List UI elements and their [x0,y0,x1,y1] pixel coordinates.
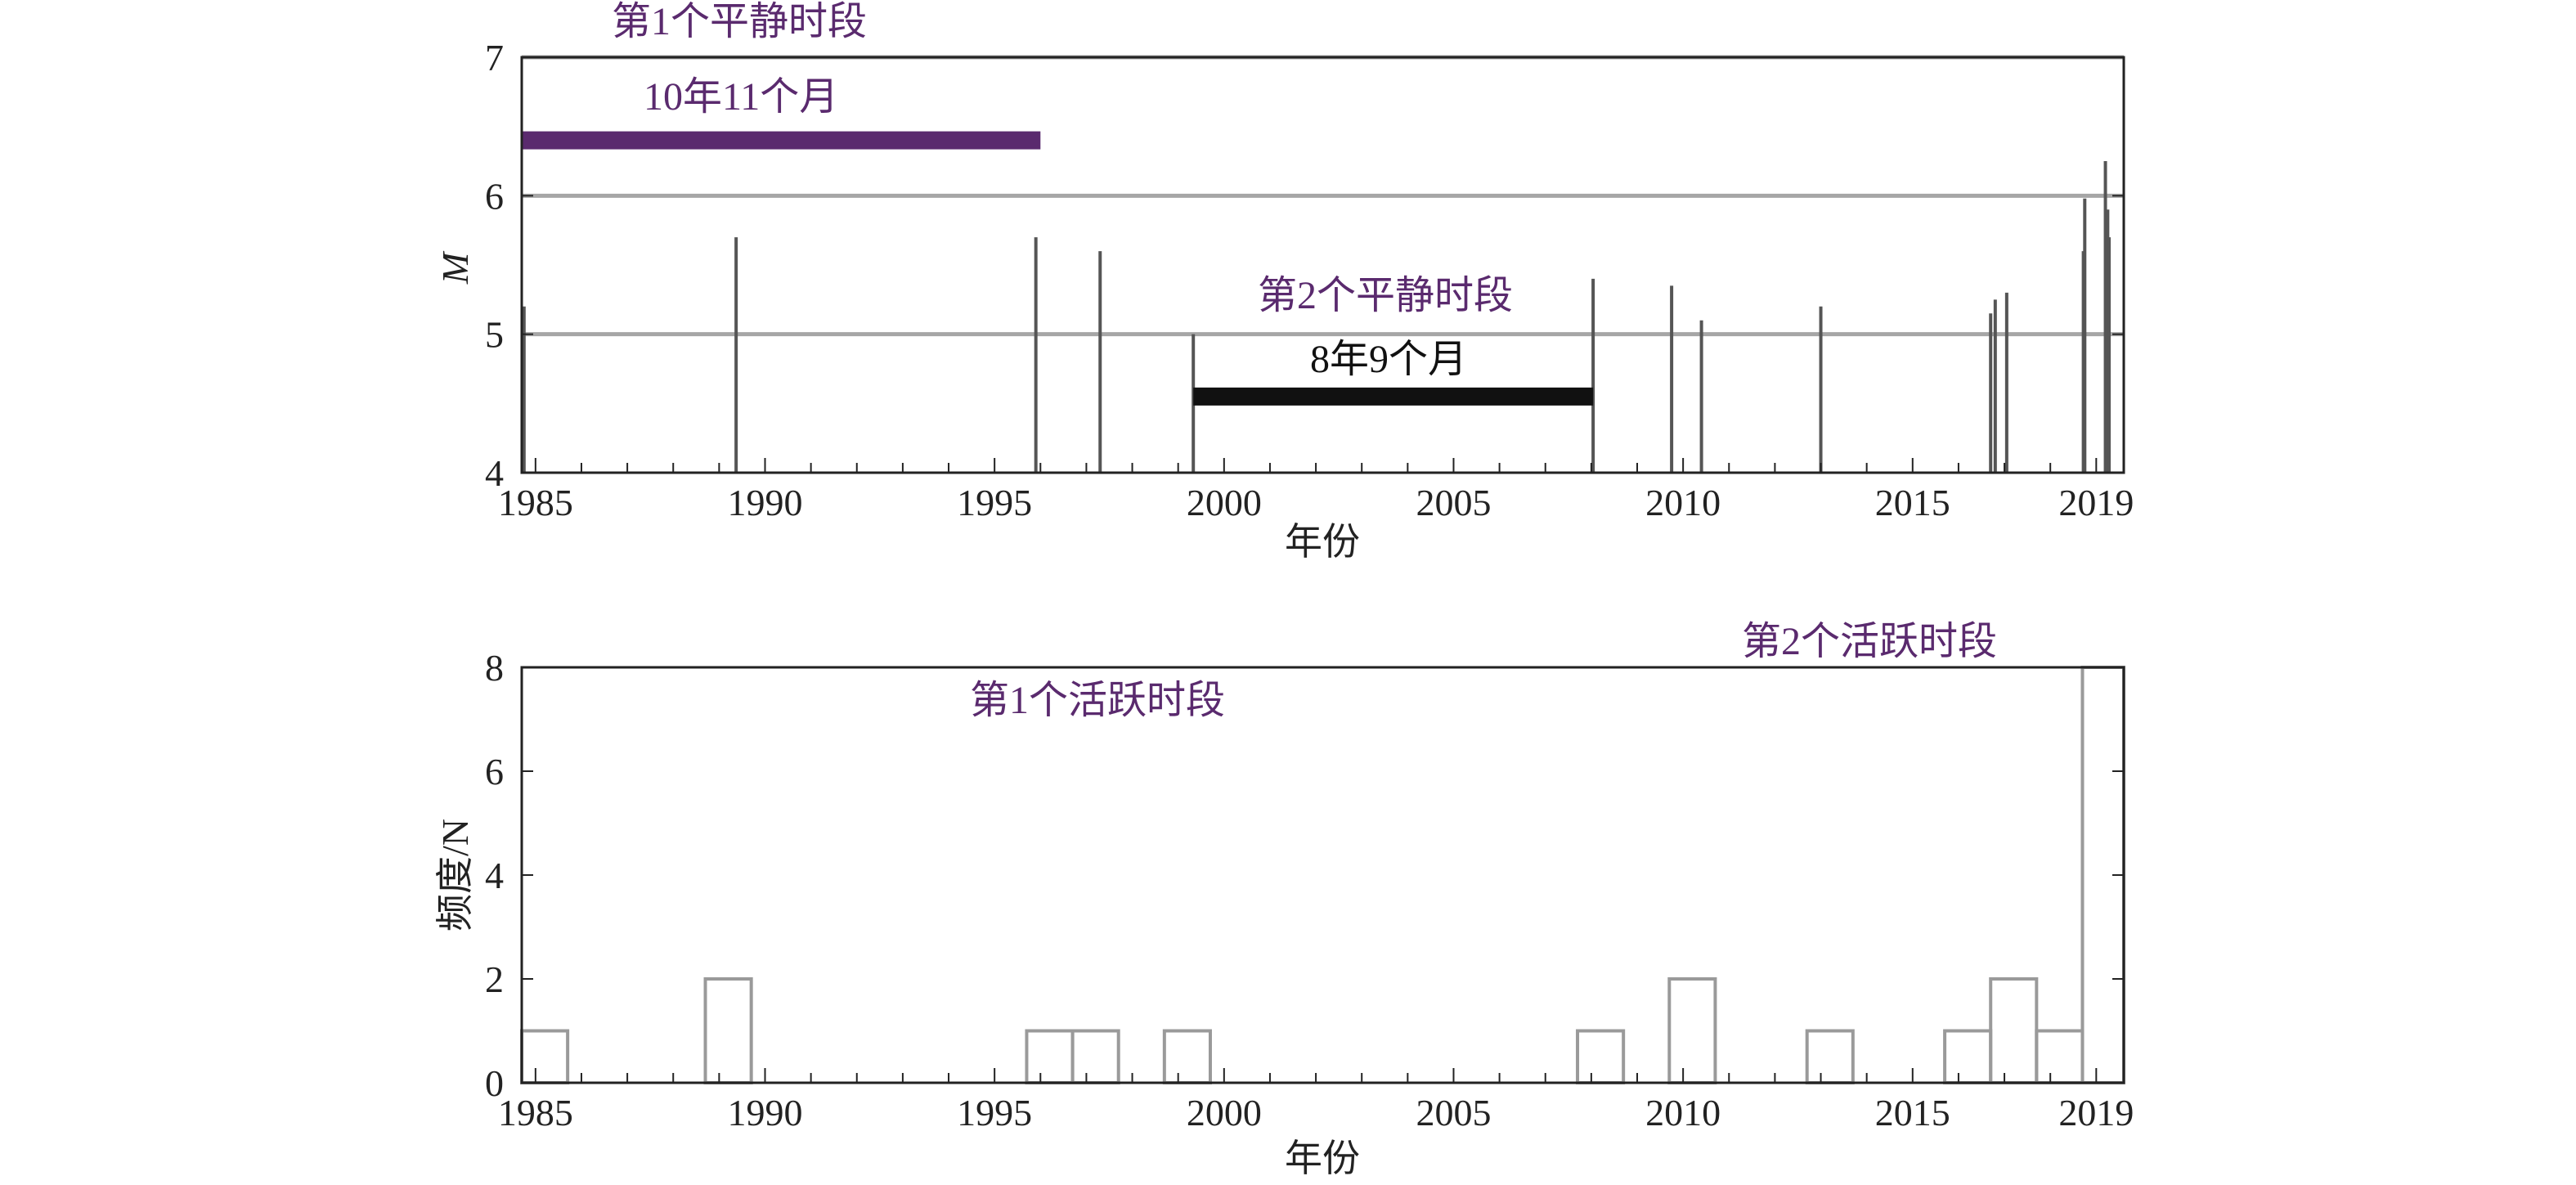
x-tick-label: 2010 [1645,482,1721,523]
x-tick-label: 2005 [1416,482,1491,523]
x-tick-label: 2000 [1187,482,1262,523]
earthquake-stems [522,161,2112,473]
histogram-bar [1576,1029,1626,1084]
histogram-bar [703,977,753,1084]
quiet-period-bar-2 [1193,387,1594,406]
annotation-active-period-2: 第2个活跃时段 [1742,620,1997,663]
histogram-bar [1162,1029,1212,1084]
quiet-period-bars [522,131,1594,406]
y-axis-ticks: 4 5 6 7 [485,37,2124,494]
y-tick-label: 7 [485,37,504,79]
x-tick-label: 1985 [498,482,573,523]
x-axis-title: 年份 [1285,521,1360,563]
x-tick-label: 1995 [957,482,1032,523]
y-tick-label: 4 [485,855,504,896]
y-axis-title: 频度/N [434,819,476,931]
histogram-bar [1805,1029,1855,1084]
histogram-bar [1667,977,1717,1084]
x-tick-label: 2019 [2058,1092,2134,1133]
histogram-bar [520,1029,570,1084]
frequency-histogram: 1985 1990 1995 2000 2005 2010 2015 2019 0 2 4 6 8 年… [434,620,2134,1179]
y-tick-label: 0 [485,1062,504,1104]
x-tick-label: 1990 [727,1092,802,1133]
y-axis-ticks: 0 2 4 6 8 [485,647,2124,1104]
y-axis-title: M [434,250,476,285]
y-tick-label: 6 [485,175,504,217]
x-tick-label: 2010 [1645,1092,1721,1133]
x-axis-title: 年份 [1285,1138,1360,1179]
y-tick-label: 4 [485,452,504,494]
y-tick-label: 2 [485,958,504,1000]
y-tick-label: 8 [485,647,504,689]
histogram-bars [520,666,2126,1084]
histogram-bar [1070,1029,1120,1084]
histogram-bar [2035,1029,2085,1084]
x-tick-label: 1995 [957,1092,1032,1133]
annotation-quiet-period-2-duration: 8年9个月 [1310,338,1467,381]
x-tick-label: 2015 [1875,482,1950,523]
annotation-quiet-period-1-duration: 10年11个月 [644,75,838,119]
plot-frame [520,666,2125,1084]
histogram-bar [1025,1029,1075,1084]
x-axis-ticks: 1985 1990 1995 2000 2005 2010 2015 2019 [498,458,2134,523]
magnitude-time-chart: 1985 1990 1995 2000 2005 2010 2015 2019 4 5 6 7 年份… [434,0,2134,563]
x-tick-label: 1985 [498,1092,573,1133]
x-tick-label: 2005 [1416,1092,1491,1133]
y-tick-label: 6 [485,751,504,792]
x-tick-label: 2019 [2058,482,2134,523]
quiet-period-bar-1 [522,131,1041,150]
annotation-quiet-period-2: 第2个平静时段 [1258,274,1513,317]
x-tick-label: 1990 [727,482,802,523]
x-tick-label: 2000 [1187,1092,1262,1133]
y-tick-label: 5 [485,314,504,356]
annotation-active-period-1: 第1个活跃时段 [970,679,1225,722]
x-axis-ticks: 1985 1990 1995 2000 2005 2010 2015 2019 [498,1068,2134,1133]
annotation-quiet-period-1: 第1个平静时段 [612,0,867,43]
histogram-bar [1943,1029,1993,1084]
x-tick-label: 2015 [1875,1092,1950,1133]
histogram-bar [1989,977,2039,1084]
plot-frame [520,56,2125,474]
